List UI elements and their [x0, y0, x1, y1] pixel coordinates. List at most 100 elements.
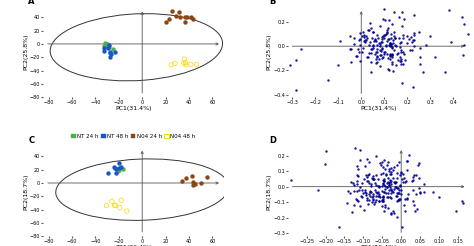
- Point: [372, 181, 379, 185]
- Point: [385, 68, 392, 72]
- Point: [398, 178, 406, 182]
- Point: [411, 209, 419, 213]
- Point: [386, 185, 394, 189]
- Point: [395, 160, 403, 164]
- Point: [353, 198, 361, 202]
- Point: [187, 62, 195, 66]
- Point: [379, 181, 386, 185]
- Point: [386, 180, 393, 184]
- Point: [178, 180, 185, 184]
- Point: [106, 51, 114, 55]
- Point: [360, 208, 367, 212]
- Point: [389, 190, 396, 194]
- Point: [391, 43, 399, 46]
- Point: [176, 15, 183, 19]
- Point: [374, 177, 382, 181]
- Point: [169, 9, 176, 13]
- Point: [371, 38, 379, 42]
- Point: [363, 36, 370, 40]
- Point: [375, 184, 383, 188]
- Point: [395, 197, 402, 201]
- Point: [401, 180, 409, 184]
- Point: [375, 42, 383, 46]
- Point: [375, 57, 383, 61]
- Point: [383, 185, 391, 189]
- Point: [392, 36, 399, 40]
- Point: [416, 55, 423, 59]
- Point: [356, 43, 364, 47]
- Point: [203, 175, 210, 179]
- Point: [325, 78, 332, 82]
- Point: [447, 40, 455, 44]
- Point: [409, 178, 416, 182]
- Point: [376, 53, 384, 57]
- Point: [364, 173, 372, 177]
- Point: [368, 176, 376, 180]
- Point: [400, 62, 407, 66]
- Point: [387, 196, 395, 200]
- Point: [391, 181, 399, 185]
- Point: [387, 182, 395, 186]
- Point: [401, 197, 409, 201]
- Point: [386, 54, 393, 58]
- Point: [292, 88, 300, 92]
- Text: B: B: [270, 0, 276, 6]
- Point: [182, 61, 190, 65]
- Point: [384, 56, 392, 60]
- Point: [373, 154, 380, 158]
- Point: [389, 45, 396, 49]
- Point: [369, 174, 376, 178]
- Y-axis label: PC2(25.8%): PC2(25.8%): [267, 34, 272, 71]
- Point: [394, 191, 401, 195]
- Point: [396, 197, 404, 200]
- Point: [380, 36, 387, 40]
- Point: [380, 194, 387, 198]
- Point: [115, 161, 123, 165]
- Point: [370, 177, 377, 181]
- Point: [464, 32, 472, 36]
- Point: [119, 167, 127, 171]
- Point: [356, 185, 364, 189]
- Point: [382, 43, 390, 47]
- Point: [370, 43, 377, 47]
- Point: [396, 41, 404, 45]
- Point: [362, 193, 369, 197]
- Point: [412, 173, 419, 177]
- Point: [401, 58, 409, 62]
- Point: [349, 181, 357, 184]
- Point: [401, 209, 409, 213]
- Point: [368, 47, 376, 51]
- Point: [386, 172, 393, 176]
- Point: [380, 182, 387, 186]
- Point: [364, 28, 372, 32]
- Point: [393, 199, 401, 203]
- Point: [374, 190, 382, 194]
- Point: [112, 171, 119, 175]
- Point: [412, 192, 420, 196]
- Point: [393, 176, 401, 180]
- Point: [390, 10, 397, 14]
- Point: [111, 50, 119, 54]
- Point: [392, 185, 400, 189]
- Point: [372, 39, 379, 43]
- Point: [364, 55, 371, 59]
- Point: [372, 200, 379, 204]
- Y-axis label: PC2(18.7%): PC2(18.7%): [23, 173, 28, 210]
- Point: [387, 32, 395, 36]
- Text: A: A: [28, 0, 35, 6]
- Point: [422, 43, 429, 47]
- Point: [355, 188, 363, 192]
- Point: [387, 45, 394, 48]
- Point: [390, 30, 398, 34]
- Point: [379, 46, 386, 50]
- Point: [364, 196, 371, 200]
- Point: [458, 199, 465, 203]
- Point: [382, 173, 389, 177]
- Point: [378, 35, 385, 39]
- Point: [103, 42, 111, 46]
- Point: [392, 194, 400, 198]
- Point: [385, 160, 392, 164]
- Point: [382, 45, 390, 48]
- Point: [113, 167, 120, 171]
- Point: [417, 190, 424, 194]
